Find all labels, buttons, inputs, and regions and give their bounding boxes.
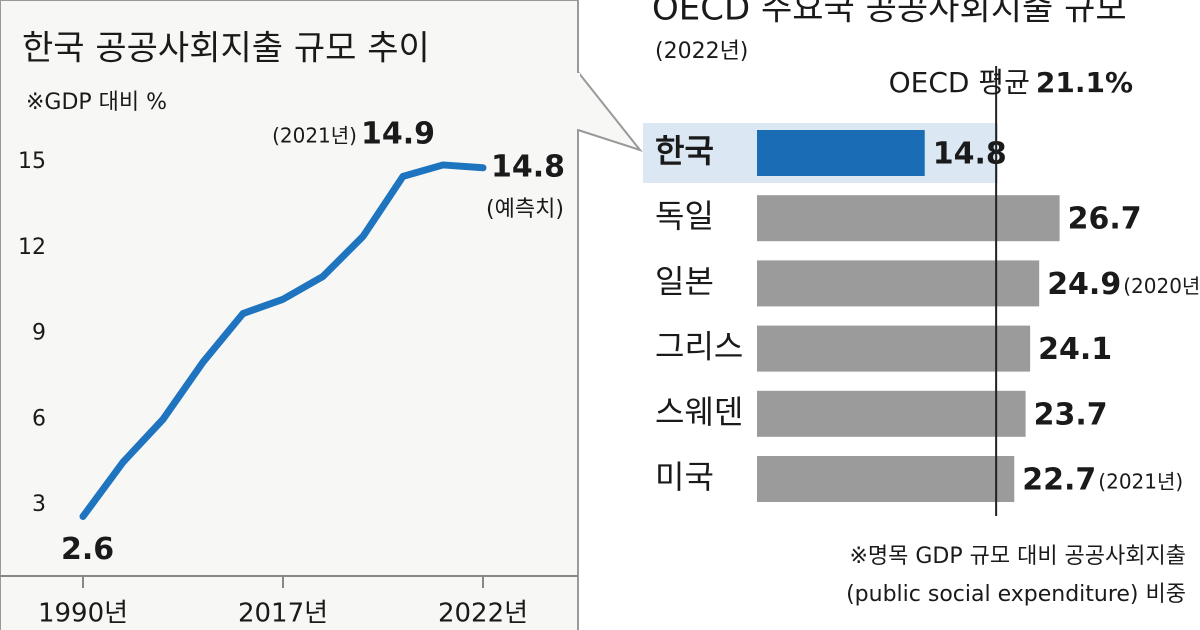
value-label: 24.1 [1038, 332, 1112, 367]
bar [757, 130, 925, 176]
bar [757, 260, 1040, 307]
x-tick-label: 1990년 [38, 599, 128, 629]
y-tick-label: 6 [32, 406, 46, 431]
left-subtitle: ※GDP 대비 % [26, 90, 167, 115]
y-tick-label: 15 [18, 149, 46, 174]
annotation: (예측치) [486, 197, 564, 222]
bar [757, 325, 1031, 372]
y-tick-label: 3 [32, 492, 46, 517]
note: (2020년) [1123, 274, 1200, 298]
value-label: 2.6 [61, 532, 114, 567]
left-title: 한국 공공사회지출 규모 추이 [22, 29, 430, 69]
footnote: ※명목 GDP 규모 대비 공공사회지출 [849, 544, 1186, 569]
category-label: 독일 [655, 197, 714, 235]
footnote: (public social expenditure) 비중 [846, 582, 1186, 607]
left-panel [0, 0, 579, 630]
note: (2021년) [1098, 470, 1183, 494]
y-tick-label: 9 [32, 321, 46, 346]
value-label: 14.9 [361, 116, 435, 151]
bar [757, 390, 1026, 437]
callout-join [577, 73, 580, 129]
right-subtitle: (2022년) [655, 39, 748, 64]
bar [757, 456, 1015, 502]
category-label: 일본 [655, 262, 714, 300]
callout-tail [577, 71, 643, 152]
category-label: 스웨덴 [655, 393, 743, 431]
reference-value: 21.1% [1036, 66, 1133, 99]
value-label: 23.7 [1034, 397, 1108, 432]
line [79, 161, 487, 520]
value-label: 14.8 [491, 149, 565, 184]
value-label: 24.9 [1047, 267, 1121, 302]
category-label: 그리스 [655, 328, 743, 366]
category-label: 한국 [655, 132, 714, 170]
reference-label: OECD 평균 [889, 66, 1030, 99]
value-label: 14.8 [933, 137, 1007, 172]
value-label: 22.7 [1022, 463, 1096, 498]
x-tick-label: 2017년 [238, 599, 328, 629]
category-label: 미국 [655, 458, 714, 496]
y-tick-label: 12 [18, 235, 46, 260]
value-label: 26.7 [1068, 202, 1142, 237]
right-title: OECD 주요국 공공사회지출 규모 [652, 0, 1127, 29]
annotation: (2021년) [272, 123, 357, 147]
x-tick-label: 2022년 [438, 599, 528, 629]
bar [757, 195, 1060, 242]
